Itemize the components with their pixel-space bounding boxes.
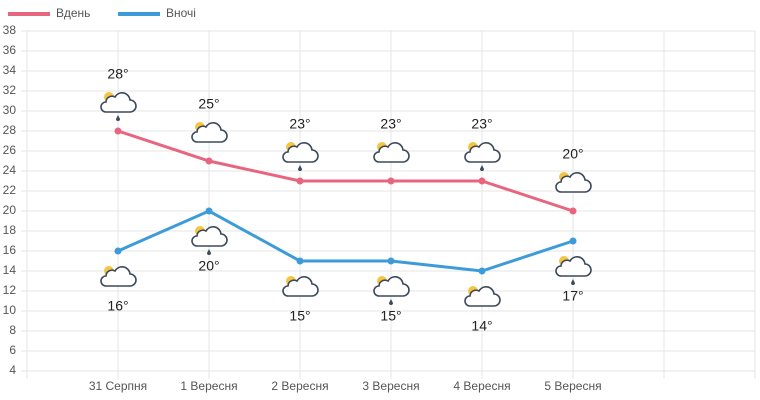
point xyxy=(387,257,395,265)
point xyxy=(569,207,577,215)
point xyxy=(296,257,304,265)
y-tick-label: 28 xyxy=(3,123,17,137)
legend-label: Вдень xyxy=(56,6,90,20)
y-tick-label: 8 xyxy=(9,323,16,337)
y-tick-label: 4 xyxy=(9,363,16,377)
y-tick-label: 12 xyxy=(3,283,17,297)
x-tick-label: 4 Вересня xyxy=(453,379,510,393)
value-label: 14° xyxy=(471,318,492,334)
point xyxy=(114,247,122,255)
value-label: 15° xyxy=(289,308,310,324)
y-tick-label: 34 xyxy=(3,63,17,77)
series-line xyxy=(117,129,574,213)
y-tick-label: 38 xyxy=(3,23,17,37)
cloud xyxy=(282,276,319,297)
point xyxy=(205,207,213,215)
weather-icon xyxy=(282,276,319,297)
drop xyxy=(116,115,120,121)
value-label: 20° xyxy=(562,146,583,162)
value-label: 23° xyxy=(289,116,310,132)
weather-icon xyxy=(191,226,228,255)
cloud xyxy=(100,92,137,113)
series-line xyxy=(117,209,574,273)
y-tick-label: 10 xyxy=(3,303,17,317)
point xyxy=(387,177,395,185)
point xyxy=(478,267,486,275)
value-label: 25° xyxy=(198,96,219,112)
point xyxy=(569,237,577,245)
point xyxy=(478,177,486,185)
weather-icon xyxy=(373,142,410,163)
y-tick-label: 22 xyxy=(3,183,17,197)
y-tick-label: 20 xyxy=(3,203,17,217)
value-label: 17° xyxy=(562,288,583,304)
y-tick-label: 24 xyxy=(3,163,17,177)
weather-icon xyxy=(191,122,228,143)
weather-icon xyxy=(464,142,501,171)
point xyxy=(114,127,122,135)
drop xyxy=(207,249,211,255)
cloud xyxy=(464,142,501,163)
y-tick-label: 30 xyxy=(3,103,17,117)
y-tick-label: 18 xyxy=(3,223,17,237)
y-tick-label: 16 xyxy=(3,243,17,257)
cloud xyxy=(191,122,228,143)
weather-icon xyxy=(555,172,592,193)
cloud xyxy=(555,172,592,193)
y-tick-label: 6 xyxy=(9,343,16,357)
y-tick-label: 14 xyxy=(3,263,17,277)
value-label: 15° xyxy=(380,308,401,324)
drop xyxy=(480,165,484,171)
drop xyxy=(389,299,393,305)
x-tick-label: 31 Серпня xyxy=(89,379,147,393)
cloud xyxy=(100,266,137,287)
cloud xyxy=(191,226,228,247)
cloud xyxy=(373,142,410,163)
cloud xyxy=(373,276,410,297)
value-label: 23° xyxy=(471,116,492,132)
drop xyxy=(298,165,302,171)
y-tick-label: 32 xyxy=(3,83,17,97)
y-tick-label: 36 xyxy=(3,43,17,57)
drop xyxy=(571,279,575,285)
weather-icon xyxy=(555,256,592,285)
weather-icon xyxy=(464,286,501,307)
weather-icon xyxy=(373,276,410,305)
y-tick-label: 26 xyxy=(3,143,17,157)
weather-icon xyxy=(282,142,319,171)
point xyxy=(296,177,304,185)
x-tick-label: 2 Вересня xyxy=(271,379,328,393)
point xyxy=(205,157,213,165)
cloud xyxy=(555,256,592,277)
x-tick-label: 1 Вересня xyxy=(180,379,237,393)
weather-icon xyxy=(100,266,137,287)
value-label: 23° xyxy=(380,116,401,132)
value-label: 16° xyxy=(107,298,128,314)
x-tick-label: 3 Вересня xyxy=(362,379,419,393)
cloud xyxy=(464,286,501,307)
value-label: 28° xyxy=(107,66,128,82)
x-tick-label: 5 Вересня xyxy=(544,379,601,393)
value-label: 20° xyxy=(198,258,219,274)
legend-label: Вночі xyxy=(166,6,196,20)
cloud xyxy=(282,142,319,163)
weather-icon xyxy=(100,92,137,121)
